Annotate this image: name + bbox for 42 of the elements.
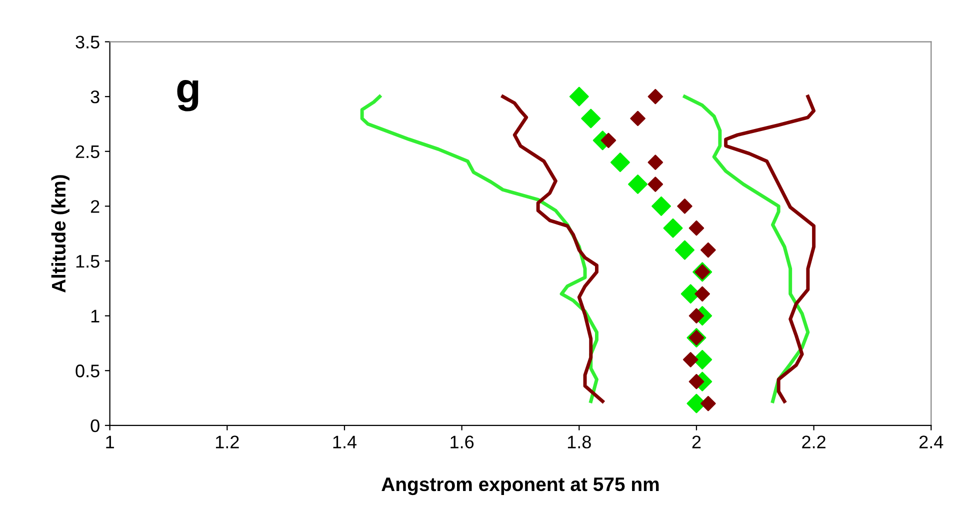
y-axis-title: Altitude (km) bbox=[51, 175, 70, 293]
line-series bbox=[724, 94, 816, 404]
point bbox=[628, 174, 648, 194]
point bbox=[663, 218, 683, 238]
point bbox=[630, 110, 646, 126]
point bbox=[648, 88, 664, 104]
x-tick-label: 2 bbox=[692, 436, 701, 448]
line-series bbox=[501, 94, 604, 404]
y-tick-label: 2.5 bbox=[76, 145, 100, 158]
point bbox=[700, 242, 716, 258]
point bbox=[600, 132, 616, 148]
point bbox=[677, 198, 692, 214]
point bbox=[569, 86, 589, 106]
x-axis-title: Angstrom exponent at 575 nm bbox=[382, 478, 659, 496]
point bbox=[682, 352, 698, 368]
x-tick-label: 1.6 bbox=[450, 436, 474, 448]
point bbox=[688, 374, 704, 390]
y-tick-label: 1 bbox=[91, 310, 100, 322]
y-tick-label: 3 bbox=[90, 90, 100, 104]
y-tick-label: 0.5 bbox=[76, 364, 100, 378]
point bbox=[648, 154, 664, 170]
y-tick-label: 2 bbox=[90, 200, 100, 213]
point bbox=[610, 152, 630, 172]
point bbox=[674, 240, 694, 260]
x-tick-label: 2.2 bbox=[802, 436, 826, 448]
y-tick-label: 0 bbox=[90, 419, 100, 432]
x-tick-label: 1.4 bbox=[333, 436, 357, 448]
x-tick-label: 2.4 bbox=[919, 436, 944, 448]
line-series bbox=[683, 94, 810, 404]
point bbox=[694, 286, 710, 302]
x-tick-label: 1.8 bbox=[568, 436, 591, 448]
y-tick-label: 3.5 bbox=[76, 36, 100, 48]
point bbox=[688, 220, 704, 236]
point bbox=[652, 196, 672, 216]
point bbox=[648, 176, 664, 192]
point bbox=[581, 108, 601, 128]
x-tick-label: 1 bbox=[106, 436, 114, 448]
point bbox=[700, 396, 716, 412]
x-tick-label: 1.2 bbox=[216, 436, 239, 448]
y-tick-label: 1.5 bbox=[76, 255, 100, 268]
annotation: g bbox=[177, 80, 198, 112]
point bbox=[688, 308, 704, 324]
